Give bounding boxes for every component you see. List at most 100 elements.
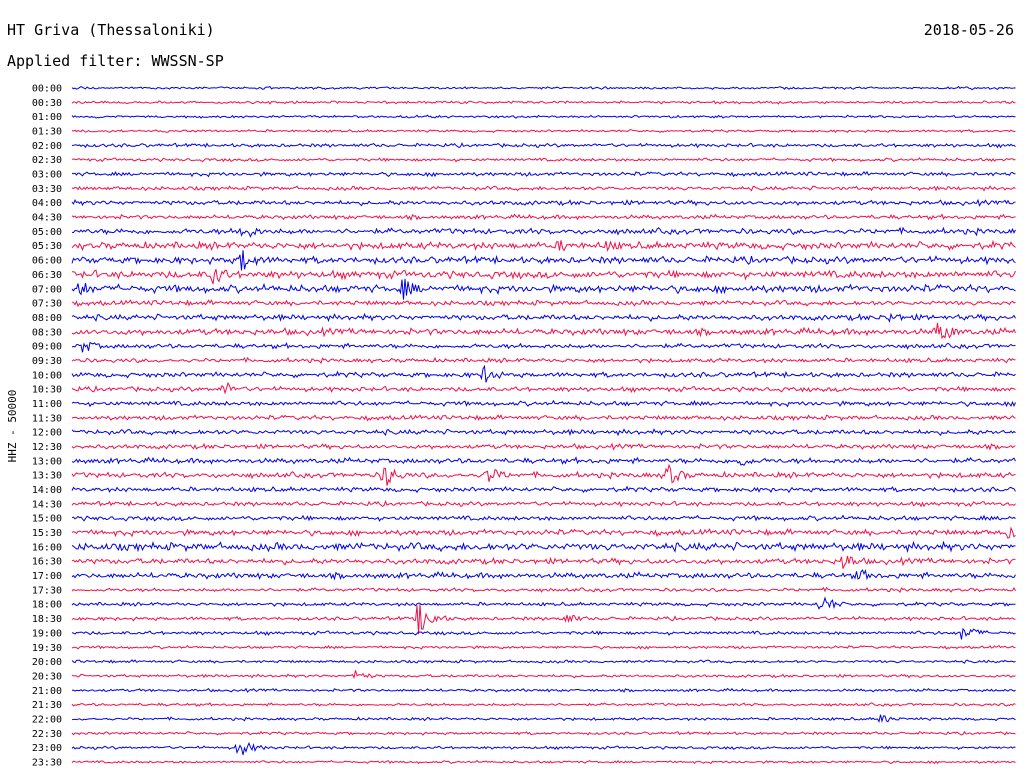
row-label-1930: 19:30 (32, 643, 62, 654)
trace-1030 (71, 381, 1016, 395)
trace-2330 (71, 759, 1016, 765)
trace-0130 (71, 128, 1016, 134)
row-label-2230: 22:30 (32, 729, 62, 740)
row-label-1900: 19:00 (32, 628, 62, 639)
trace-0500 (71, 226, 1016, 238)
trace-0100 (71, 114, 1016, 119)
row-label-1130: 11:30 (32, 413, 62, 424)
trace-0700 (71, 278, 1016, 300)
trace-0630 (71, 269, 1016, 285)
trace-1730 (71, 586, 1016, 594)
row-label-0930: 09:30 (32, 356, 62, 367)
row-label-0100: 01:00 (32, 112, 62, 123)
row-label-0600: 06:00 (32, 256, 62, 267)
trace-2130 (71, 702, 1016, 707)
trace-1600 (71, 540, 1016, 554)
row-label-0200: 02:00 (32, 141, 62, 152)
trace-1230 (71, 442, 1016, 451)
y-axis-label: HHZ - 50000 (6, 390, 19, 463)
trace-0230 (71, 157, 1016, 163)
trace-0800 (71, 312, 1016, 323)
row-label-0400: 04:00 (32, 198, 62, 209)
row-label-1730: 17:30 (32, 585, 62, 596)
trace-1300 (71, 456, 1016, 467)
trace-1800 (71, 596, 1016, 610)
row-label-0230: 02:30 (32, 155, 62, 166)
trace-1330 (71, 463, 1016, 486)
trace-0530 (71, 239, 1016, 252)
trace-0430 (71, 213, 1016, 221)
trace-1130 (71, 414, 1016, 422)
row-label-1630: 16:30 (32, 557, 62, 568)
row-label-1700: 17:00 (32, 571, 62, 582)
trace-0000 (71, 85, 1016, 91)
row-label-0900: 09:00 (32, 342, 62, 353)
trace-1100 (71, 399, 1016, 408)
trace-1830 (71, 603, 1016, 635)
row-label-0830: 08:30 (32, 327, 62, 338)
row-label-1400: 14:00 (32, 485, 62, 496)
row-label-0500: 05:00 (32, 227, 62, 238)
row-label-2030: 20:30 (32, 671, 62, 682)
row-label-1000: 10:00 (32, 370, 62, 381)
row-label-2000: 20:00 (32, 657, 62, 668)
trace-1700 (71, 568, 1016, 581)
row-label-0300: 03:00 (32, 170, 62, 181)
row-label-0800: 08:00 (32, 313, 62, 324)
trace-1930 (71, 644, 1016, 650)
row-label-0630: 06:30 (32, 270, 62, 281)
row-tick-labels: 00:00 00:30 01:00 01:30 02:00 02:30 03:00 03:30… (32, 84, 62, 769)
trace-2030 (71, 670, 1016, 680)
trace-2300 (71, 741, 1016, 756)
row-label-1500: 15:00 (32, 514, 62, 525)
row-label-1230: 12:30 (32, 442, 62, 453)
row-label-1300: 13:00 (32, 456, 62, 467)
row-label-2130: 21:30 (32, 700, 62, 711)
row-label-1600: 16:00 (32, 542, 62, 553)
row-label-1100: 11:00 (32, 399, 62, 410)
trace-1400 (71, 485, 1016, 494)
row-label-1800: 18:00 (32, 600, 62, 611)
row-label-0030: 00:30 (32, 98, 62, 109)
row-label-0530: 05:30 (32, 241, 62, 252)
row-label-2200: 22:00 (32, 714, 62, 725)
trace-2230 (71, 730, 1016, 736)
row-label-2100: 21:00 (32, 686, 62, 697)
trace-0330 (71, 185, 1016, 192)
row-label-0700: 07:00 (32, 284, 62, 295)
trace-0400 (71, 198, 1016, 207)
trace-1000 (71, 364, 1016, 383)
row-label-1830: 18:30 (32, 614, 62, 625)
row-label-0130: 01:30 (32, 127, 62, 138)
row-label-2330: 23:30 (32, 757, 62, 768)
trace-1630 (71, 555, 1016, 569)
trace-0900 (71, 341, 1016, 353)
trace-0730 (71, 299, 1016, 308)
row-label-0330: 03:30 (32, 184, 62, 195)
row-label-0730: 07:30 (32, 299, 62, 310)
trace-1430 (71, 500, 1016, 508)
filter-label: Applied filter: WWSSN-SP (7, 52, 224, 70)
trace-0300 (71, 170, 1016, 178)
trace-2200 (71, 714, 1016, 724)
row-label-1430: 14:30 (32, 499, 62, 510)
trace-0930 (71, 356, 1016, 365)
trace-1500 (71, 514, 1016, 522)
trace-0200 (71, 142, 1016, 149)
trace-2100 (71, 687, 1016, 693)
row-label-0000: 00:00 (32, 84, 62, 95)
trace-1200 (71, 428, 1016, 437)
trace-2000 (71, 659, 1016, 664)
row-label-1330: 13:30 (32, 471, 62, 482)
trace-0600 (71, 250, 1016, 271)
trace-0030 (71, 100, 1016, 105)
row-label-1030: 10:30 (32, 385, 62, 396)
row-label-2300: 23:00 (32, 743, 62, 754)
row-label-0430: 04:30 (32, 213, 62, 224)
row-label-1200: 12:00 (32, 428, 62, 439)
date-label: 2018-05-26 (924, 21, 1014, 39)
row-label-1530: 15:30 (32, 528, 62, 539)
trace-1900 (71, 627, 1016, 640)
trace-rows (71, 85, 1016, 765)
